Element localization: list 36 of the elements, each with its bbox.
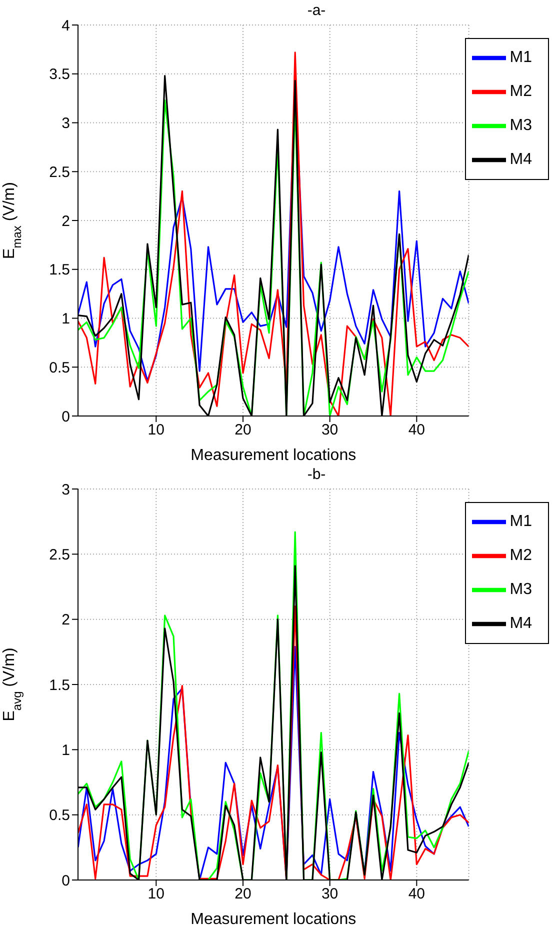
y-tick-label: 4 [62,17,70,34]
legend-label: M2 [510,547,532,564]
x-tick-label: 10 [148,886,164,903]
x-tick-label: 20 [234,886,252,903]
legend-label: M2 [510,83,532,100]
y-tick-label: 1 [62,742,70,759]
chart-title: -a- [306,2,327,19]
y-tick-label: 3.5 [49,66,70,84]
legend-label: M1 [510,49,532,66]
x-tick-label: 20 [234,422,252,439]
legend-label: M1 [510,513,532,530]
legend-label: M4 [510,615,532,632]
y-tick-label: 1.5 [49,676,70,694]
y-tick-label: 2 [62,212,70,230]
y-tick-label: 1 [62,310,70,328]
y-tick-label: 2.5 [49,164,70,181]
y-tick-label: 3 [62,115,70,132]
x-axis-title: Measurement locations [190,447,356,464]
y-tick-label: 0 [62,872,70,890]
x-tick-label: 10 [148,422,164,439]
legend-label: M3 [510,581,532,598]
x-tick-label: 40 [408,422,426,439]
y-tick-label: 2.5 [49,546,70,564]
y-tick-label: 0.5 [49,359,70,376]
y-tick-label: 3 [62,481,70,498]
x-tick-label: 40 [408,886,426,903]
y-tick-label: 0 [62,408,70,426]
legend-label: M3 [510,117,532,134]
x-tick-label: 30 [321,886,338,903]
y-tick-label: 2 [62,612,70,629]
y-tick-label: 0.5 [49,807,70,824]
chart-title: -b- [306,466,327,483]
legend-label: M4 [510,151,532,168]
x-tick-label: 30 [321,422,338,439]
x-axis-title: Measurement locations [190,911,356,928]
y-tick-label: 1.5 [49,262,70,279]
